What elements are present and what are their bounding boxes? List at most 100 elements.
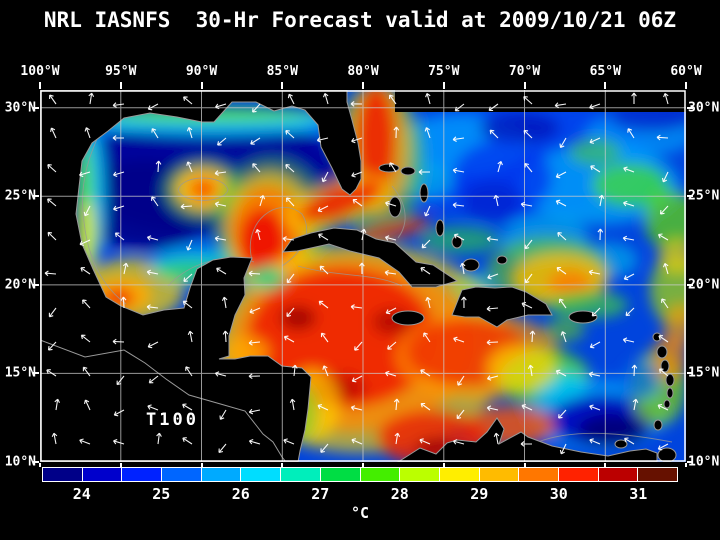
wind-vector <box>180 203 193 210</box>
wind-vector <box>222 330 229 343</box>
wind-vector <box>148 375 159 384</box>
wind-vector <box>320 443 329 453</box>
wind-vector <box>385 200 397 207</box>
wind-vector <box>524 239 533 250</box>
map-frame <box>40 90 686 462</box>
wind-vector <box>82 299 91 309</box>
wind-vector <box>47 164 57 173</box>
wind-vector <box>625 307 635 317</box>
lat-tick-mark <box>687 106 693 109</box>
wind-vector <box>589 341 601 349</box>
wind-vector <box>217 137 227 146</box>
colorbar-tick-label: 28 <box>390 485 409 503</box>
wind-vector <box>488 103 499 112</box>
lon-tick-mark <box>604 463 607 467</box>
wind-vector <box>146 235 159 241</box>
wind-vector <box>418 169 431 175</box>
wind-vector <box>112 135 125 141</box>
wind-vector <box>283 438 295 445</box>
wind-vector <box>155 160 162 173</box>
colorbar-cell <box>280 468 320 481</box>
wind-vector <box>79 239 91 246</box>
wind-vector <box>658 335 669 343</box>
wind-vector <box>351 375 363 383</box>
lon-tick-mark <box>523 463 526 467</box>
wind-vector <box>112 338 125 345</box>
wind-vector <box>317 205 329 213</box>
wind-vector <box>83 205 91 217</box>
wind-vector <box>318 300 329 309</box>
wind-vector <box>384 270 397 276</box>
wind-vector <box>54 398 60 411</box>
wind-vector <box>151 196 159 207</box>
wind-vector <box>292 364 298 377</box>
lat-tick-label: 15°N <box>4 365 36 381</box>
land-bahamas <box>496 255 508 265</box>
lon-tick-mark <box>442 82 445 89</box>
wind-vector <box>486 339 499 346</box>
wind-vector <box>555 199 567 207</box>
page-title: NRL IASNFS 30-Hr Forecast valid at 2009/… <box>43 8 677 32</box>
land-bahamas <box>378 163 400 173</box>
wind-vector <box>183 273 193 282</box>
lat-tick-label: 20°N <box>4 277 36 293</box>
lon-tick-mark <box>685 463 687 467</box>
land-lesser-antilles <box>666 387 674 399</box>
wind-vector <box>590 165 601 173</box>
wind-vector <box>322 365 329 377</box>
wind-vector <box>424 205 431 217</box>
wind-vector <box>493 194 499 207</box>
wind-vector <box>214 170 227 176</box>
wind-vector <box>186 161 193 173</box>
wind-vector <box>555 171 567 179</box>
wind-vector <box>631 364 638 377</box>
wind-vector <box>114 232 125 241</box>
wind-vector <box>248 339 261 346</box>
land-lesser-antilles <box>653 419 663 431</box>
colorbar-cell <box>200 468 241 481</box>
wind-vector <box>419 438 431 445</box>
wind-vector <box>182 437 193 445</box>
lon-tick-mark <box>362 82 364 89</box>
wind-vector <box>250 137 261 145</box>
wind-vector <box>147 341 159 349</box>
wind-vector <box>80 267 91 275</box>
wind-vector <box>317 404 329 411</box>
wind-vector <box>589 103 601 110</box>
wind-vector <box>588 269 601 276</box>
lat-tick-label: 10°N <box>688 454 720 470</box>
wind-vector <box>79 438 91 445</box>
wind-vector <box>47 231 57 241</box>
wind-vector <box>385 307 397 315</box>
wind-vector <box>385 370 397 377</box>
wind-vector <box>424 127 431 139</box>
lat-tick-label: 30°N <box>688 100 720 116</box>
wind-vector <box>50 127 57 139</box>
wind-vector <box>589 404 601 411</box>
colorbar-cell <box>121 468 162 481</box>
land-hispaniola <box>451 286 553 328</box>
wind-vector <box>631 92 637 104</box>
wind-vector <box>248 270 261 277</box>
wind-vector <box>214 201 227 207</box>
wind-vector <box>350 304 363 310</box>
wind-vector <box>122 262 129 275</box>
wind-vector <box>453 233 465 241</box>
lat-tick-label: 15°N <box>688 365 720 381</box>
wind-vector <box>283 335 295 343</box>
wind-vector <box>493 432 500 445</box>
wind-vector <box>249 307 261 314</box>
wind-vector <box>556 266 567 275</box>
wind-vector <box>659 205 669 215</box>
lon-tick-mark <box>200 82 203 89</box>
wind-vector <box>421 239 431 249</box>
wind-vector <box>360 228 367 241</box>
lat-tick-mark <box>33 372 39 375</box>
lon-tick-mark <box>119 82 122 89</box>
wind-vector <box>452 136 465 142</box>
wind-vector <box>44 270 57 277</box>
lon-tick-mark <box>523 82 526 89</box>
wind-vector <box>116 375 125 386</box>
wind-vector <box>459 262 466 275</box>
